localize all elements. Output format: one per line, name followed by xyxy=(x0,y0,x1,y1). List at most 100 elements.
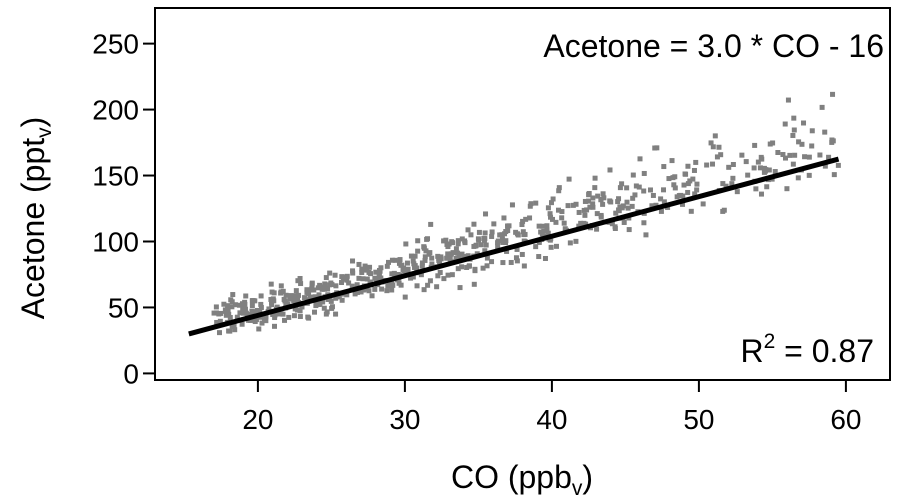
data-point xyxy=(592,185,598,191)
data-point xyxy=(688,208,694,214)
data-point xyxy=(541,228,547,234)
data-point xyxy=(302,295,308,301)
data-point xyxy=(441,276,447,282)
data-point xyxy=(582,198,588,204)
data-point xyxy=(775,149,781,155)
data-point xyxy=(764,184,770,190)
data-point xyxy=(402,294,408,300)
data-point xyxy=(223,308,229,314)
data-point xyxy=(359,269,365,275)
data-point xyxy=(795,175,801,181)
data-point xyxy=(509,202,515,208)
data-point xyxy=(761,169,767,175)
data-point xyxy=(501,215,507,221)
data-point xyxy=(739,152,745,158)
fit-line xyxy=(188,156,840,337)
data-point xyxy=(234,314,240,320)
data-point xyxy=(372,286,378,292)
data-point xyxy=(429,261,435,267)
x-axis-ticks: 20 30 40 50 60 xyxy=(242,380,861,435)
data-point xyxy=(685,163,691,169)
data-point xyxy=(271,290,277,296)
data-point xyxy=(666,176,672,182)
data-point xyxy=(259,320,265,326)
data-point xyxy=(258,293,264,299)
data-point xyxy=(249,303,255,309)
data-point xyxy=(519,222,525,228)
data-point xyxy=(360,287,366,293)
data-point xyxy=(790,132,796,138)
data-point xyxy=(617,185,623,191)
data-point xyxy=(313,303,319,309)
data-point xyxy=(240,310,246,316)
data-point xyxy=(809,128,815,134)
data-point xyxy=(704,162,710,168)
data-point xyxy=(455,238,461,244)
data-point xyxy=(226,311,232,317)
data-point xyxy=(309,283,315,289)
data-point xyxy=(730,161,736,167)
data-point xyxy=(425,282,431,288)
data-point xyxy=(422,257,428,263)
data-point xyxy=(692,191,698,197)
data-point xyxy=(328,298,334,304)
data-point xyxy=(397,257,403,263)
data-point xyxy=(297,314,303,320)
data-point xyxy=(441,238,447,244)
data-point xyxy=(316,301,322,307)
data-point xyxy=(403,241,409,247)
data-point xyxy=(566,176,572,182)
data-point xyxy=(229,304,235,310)
data-point xyxy=(710,144,716,150)
y-tick-label: 200 xyxy=(92,95,139,126)
data-point xyxy=(311,287,317,293)
data-point xyxy=(680,193,686,199)
data-point xyxy=(801,120,807,126)
data-point xyxy=(391,270,397,276)
data-point xyxy=(796,139,802,145)
data-point xyxy=(336,294,342,300)
data-point xyxy=(658,196,664,202)
data-point xyxy=(471,281,477,287)
data-point xyxy=(790,161,796,167)
y-tick-label: 100 xyxy=(92,226,139,257)
x-tick-label: 50 xyxy=(683,404,714,435)
x-tick-label: 60 xyxy=(830,404,861,435)
data-point xyxy=(252,298,258,304)
data-point xyxy=(239,321,245,327)
data-point xyxy=(624,185,630,191)
data-point xyxy=(287,293,293,299)
data-point xyxy=(369,293,375,299)
data-point xyxy=(545,230,551,236)
data-point xyxy=(643,232,649,238)
data-point xyxy=(504,248,510,254)
data-point xyxy=(514,258,520,264)
data-point xyxy=(780,152,786,158)
data-point xyxy=(615,199,621,205)
data-point xyxy=(548,200,554,206)
data-point xyxy=(700,201,706,207)
data-point xyxy=(438,254,444,260)
data-point xyxy=(280,311,286,317)
data-point xyxy=(240,307,246,313)
data-point xyxy=(630,195,636,201)
data-point xyxy=(513,255,519,261)
data-point xyxy=(278,283,284,289)
data-point xyxy=(791,115,797,121)
data-point xyxy=(600,191,606,197)
data-point xyxy=(271,298,277,304)
data-point xyxy=(683,171,689,177)
data-point xyxy=(721,207,727,213)
data-point xyxy=(495,238,501,244)
data-point xyxy=(315,285,321,291)
data-point xyxy=(629,203,635,209)
data-point xyxy=(329,282,335,288)
data-point xyxy=(291,298,297,304)
data-point xyxy=(600,201,606,207)
data-point xyxy=(419,260,425,266)
data-point xyxy=(830,91,836,97)
data-point xyxy=(661,164,667,170)
data-point xyxy=(466,263,472,269)
data-point xyxy=(362,263,368,269)
data-point xyxy=(378,275,384,281)
